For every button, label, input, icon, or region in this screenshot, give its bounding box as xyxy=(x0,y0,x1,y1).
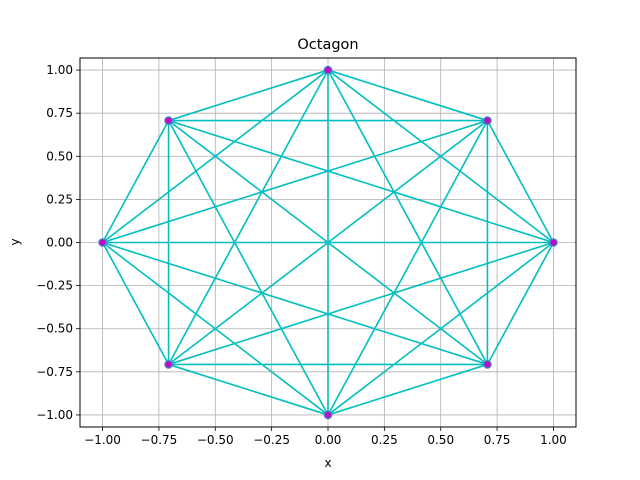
octagon-edge-1-4 xyxy=(102,119,488,244)
octagon-edge-1-6 xyxy=(327,120,489,416)
octagon-edge-1-2 xyxy=(327,69,488,122)
vertex-markers xyxy=(98,65,558,420)
y-tick-label: 0.75 xyxy=(46,106,73,120)
y-tick-label: −0.25 xyxy=(36,279,73,293)
x-tick-label: 0.50 xyxy=(427,433,454,447)
octagon-edge-4-7 xyxy=(102,241,488,366)
x-tick-label: −0.75 xyxy=(141,433,178,447)
vertex-marker-6 xyxy=(323,410,333,420)
octagon-edge-3-4 xyxy=(101,120,170,243)
x-tick-label: −0.25 xyxy=(253,433,290,447)
x-tick-label: 0.00 xyxy=(315,433,342,447)
octagon-edge-2-5 xyxy=(167,69,329,365)
octagon-edge-2-7 xyxy=(327,69,489,365)
octagon-edge-4-6 xyxy=(102,241,329,416)
octagon-edge-0-1 xyxy=(486,120,555,243)
x-axis-ticks: −1.00 −0.75 −0.50 −0.25 0.00 0.25 0.50 0.75 1.00 xyxy=(84,427,567,447)
y-tick-label: 0.00 xyxy=(46,236,73,250)
octagon-edge-3-6 xyxy=(167,120,329,416)
octagon-edge-0-3 xyxy=(168,119,554,244)
x-axis-label: x xyxy=(324,456,331,470)
chart-title: Octagon xyxy=(297,37,358,53)
x-tick-label: 0.75 xyxy=(484,433,511,447)
y-tick-label: −1.00 xyxy=(36,408,73,422)
y-axis-ticks: −1.00 −0.75 −0.50 −0.25 0.00 0.25 0.50 0.75 1.00 xyxy=(36,63,80,422)
y-tick-label: −0.50 xyxy=(36,322,73,336)
y-tick-label: 0.25 xyxy=(46,192,73,206)
octagon-edge-5-6 xyxy=(168,363,329,416)
y-tick-label: −0.75 xyxy=(36,365,73,379)
y-tick-label: 0.50 xyxy=(46,149,73,163)
octagon-edge-2-3 xyxy=(168,69,329,122)
vertex-marker-7 xyxy=(483,360,492,369)
octagon-edges xyxy=(101,69,555,416)
octagon-edge-4-5 xyxy=(101,242,170,365)
octagon-edge-0-5 xyxy=(168,241,554,366)
vertex-marker-2 xyxy=(323,65,333,75)
x-tick-label: 0.25 xyxy=(371,433,398,447)
y-axis-label: y xyxy=(8,238,22,245)
octagon-edge-0-7 xyxy=(486,242,555,365)
x-tick-label: −0.50 xyxy=(197,433,234,447)
x-tick-label: −1.00 xyxy=(84,433,121,447)
vertex-marker-3 xyxy=(164,116,173,125)
vertex-marker-1 xyxy=(483,116,492,125)
vertex-marker-4 xyxy=(98,238,107,247)
octagon-edge-3-7 xyxy=(168,119,488,366)
x-tick-label: 1.00 xyxy=(540,433,567,447)
vertex-marker-5 xyxy=(164,360,173,369)
vertex-marker-0 xyxy=(549,238,558,247)
y-tick-label: 1.00 xyxy=(46,63,73,77)
octagon-edge-6-7 xyxy=(327,363,488,416)
